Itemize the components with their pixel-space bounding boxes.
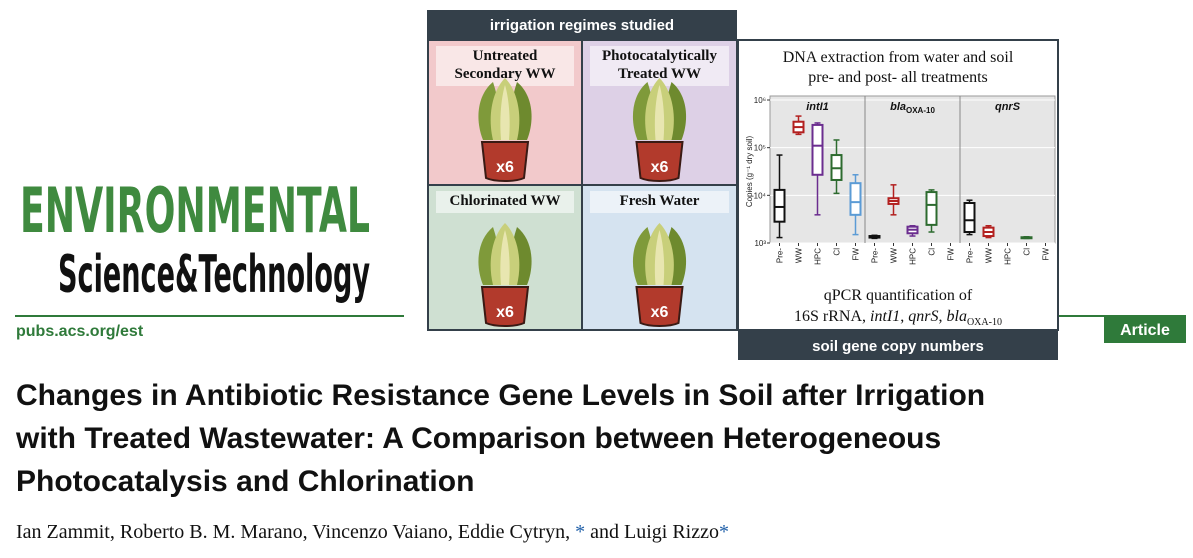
gene: bla bbox=[947, 308, 967, 325]
authors: Ian Zammit, Roberto B. M. Marano, Vincen… bbox=[16, 521, 729, 543]
panel-title-sub: OXA-10 bbox=[906, 106, 935, 115]
box bbox=[963, 202, 976, 234]
y-tick-label: 10³ bbox=[754, 239, 766, 248]
author: Vincenzo Vaiano bbox=[312, 521, 448, 543]
x-tick-label: HPC bbox=[1004, 248, 1013, 265]
article-title: Changes in Antibiotic Resistance Gene Le… bbox=[16, 379, 985, 412]
panel-footer-text: soil gene copy numbers bbox=[812, 338, 984, 355]
panel-title-text: bla bbox=[890, 101, 906, 113]
x-tick-label: WW bbox=[795, 248, 804, 264]
results-text: qPCR quantification of bbox=[824, 287, 973, 304]
plant-count: x6 bbox=[651, 304, 669, 321]
author: Ian Zammit bbox=[16, 521, 110, 543]
x-tick-label: HPC bbox=[814, 248, 823, 265]
quadrant-label: Photocatalytically bbox=[602, 48, 717, 64]
gene-list: 16S rRNA, intI1, qnrS, blaOXA-10 bbox=[794, 308, 1002, 328]
panel-header bbox=[427, 10, 737, 40]
gene: 16S rRNA, bbox=[794, 308, 870, 325]
logo-line2: Science&Technology bbox=[58, 245, 370, 305]
quadrant-label: Fresh Water bbox=[620, 193, 700, 209]
logo-line1: ENVIRONMENTAL bbox=[20, 174, 370, 247]
x-tick-label: Pre- bbox=[776, 248, 785, 263]
y-axis-label: Copies (g⁻¹ dry soil) bbox=[745, 135, 754, 207]
x-tick-label: FW bbox=[852, 248, 861, 261]
plant-count: x6 bbox=[496, 304, 514, 321]
results-text: pre- and post- all treatments bbox=[808, 69, 988, 86]
quadrant-label: Untreated bbox=[473, 48, 538, 64]
x-tick-label: Cl bbox=[1023, 248, 1032, 256]
label-box bbox=[436, 191, 574, 213]
x-tick-label: HPC bbox=[909, 248, 918, 265]
sep: , bbox=[900, 308, 908, 325]
x-tick-label: Cl bbox=[833, 248, 842, 256]
box bbox=[773, 188, 786, 223]
plant-count: x6 bbox=[496, 159, 514, 176]
author: Eddie Cytryn bbox=[458, 521, 565, 543]
article-type: Article bbox=[1120, 322, 1170, 339]
box bbox=[925, 191, 938, 226]
results-text: DNA extraction from water and soil bbox=[783, 49, 1014, 66]
article-title: Photocatalysis and Chlorination bbox=[16, 465, 474, 498]
conjunction: and bbox=[585, 521, 624, 543]
x-tick-label: Pre- bbox=[871, 248, 880, 263]
box bbox=[811, 123, 824, 176]
sep: , bbox=[448, 521, 458, 543]
panel-title-text: qnrS bbox=[995, 101, 1021, 113]
gene: intI1 bbox=[870, 308, 900, 325]
sep: , bbox=[110, 521, 120, 543]
journal-url: pubs.acs.org/est bbox=[16, 323, 144, 340]
gene: qnrS bbox=[908, 308, 938, 325]
author: Roberto B. M. Marano bbox=[120, 521, 303, 543]
box bbox=[849, 182, 862, 216]
x-tick-label: WW bbox=[890, 248, 899, 264]
panel-footer bbox=[738, 330, 1058, 360]
x-tick-label: Pre- bbox=[966, 248, 975, 263]
sep: , bbox=[565, 521, 575, 543]
corresponding-mark[interactable]: * bbox=[575, 521, 585, 543]
panel-title: qnrS bbox=[995, 101, 1021, 113]
quadrant-label: Treated WW bbox=[618, 66, 701, 82]
y-tick-label: 10⁴ bbox=[754, 191, 767, 200]
y-tick-label: 10⁵ bbox=[754, 144, 766, 153]
panel-title: blaOXA-10 bbox=[890, 101, 935, 115]
author: Luigi Rizzo bbox=[624, 521, 719, 543]
sep: , bbox=[303, 521, 313, 543]
x-tick-label: WW bbox=[985, 248, 994, 264]
x-tick-label: Cl bbox=[928, 248, 937, 256]
y-tick-label: 10⁶ bbox=[754, 96, 766, 105]
panel-title: intI1 bbox=[806, 101, 829, 113]
sep: , bbox=[939, 308, 947, 325]
panel-title-text: intI1 bbox=[806, 101, 829, 113]
quadrant-label: Secondary WW bbox=[455, 66, 556, 82]
quadrant-label: Chlorinated WW bbox=[450, 193, 561, 209]
journal-logo: ENVIRONMENTAL Science&Technology bbox=[20, 174, 370, 305]
graphical-abstract: irrigation regimes studied Untreated Seco… bbox=[427, 10, 1059, 360]
panel-header-text: irrigation regimes studied bbox=[490, 17, 674, 34]
article-badge bbox=[1104, 317, 1186, 343]
corresponding-mark[interactable]: * bbox=[719, 521, 729, 543]
x-tick-label: FW bbox=[1042, 248, 1051, 261]
label-box bbox=[590, 191, 729, 213]
gene-sub: OXA-10 bbox=[967, 317, 1002, 328]
article-title: with Treated Wastewater: A Comparison be… bbox=[15, 422, 941, 455]
plant-count: x6 bbox=[651, 159, 669, 176]
x-tick-label: FW bbox=[947, 248, 956, 261]
